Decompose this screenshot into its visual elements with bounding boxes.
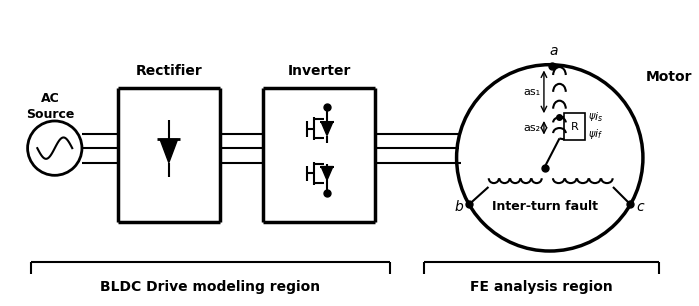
Text: $\psi$: $\psi$ <box>588 111 596 123</box>
Text: a: a <box>549 44 558 58</box>
Text: Motor: Motor <box>646 69 692 84</box>
Text: Rectifier: Rectifier <box>136 64 202 78</box>
Text: BLDC Drive modeling region: BLDC Drive modeling region <box>100 280 320 294</box>
Text: Inter-turn fault: Inter-turn fault <box>492 200 598 213</box>
Text: $i_s$: $i_s$ <box>594 110 603 124</box>
Polygon shape <box>321 166 333 180</box>
Text: FE analysis region: FE analysis region <box>470 280 612 294</box>
Text: Inverter: Inverter <box>287 64 351 78</box>
Text: as₁: as₁ <box>523 87 540 97</box>
Polygon shape <box>160 140 178 163</box>
Bar <box>564 113 584 140</box>
Text: $i_f$: $i_f$ <box>594 128 603 141</box>
Text: AC
Source: AC Source <box>26 92 74 121</box>
Text: b: b <box>454 200 463 214</box>
Text: $\psi$: $\psi$ <box>588 129 596 140</box>
Text: R: R <box>570 122 578 132</box>
Polygon shape <box>321 122 333 136</box>
Text: as₂: as₂ <box>523 123 540 133</box>
Text: c: c <box>636 200 644 214</box>
